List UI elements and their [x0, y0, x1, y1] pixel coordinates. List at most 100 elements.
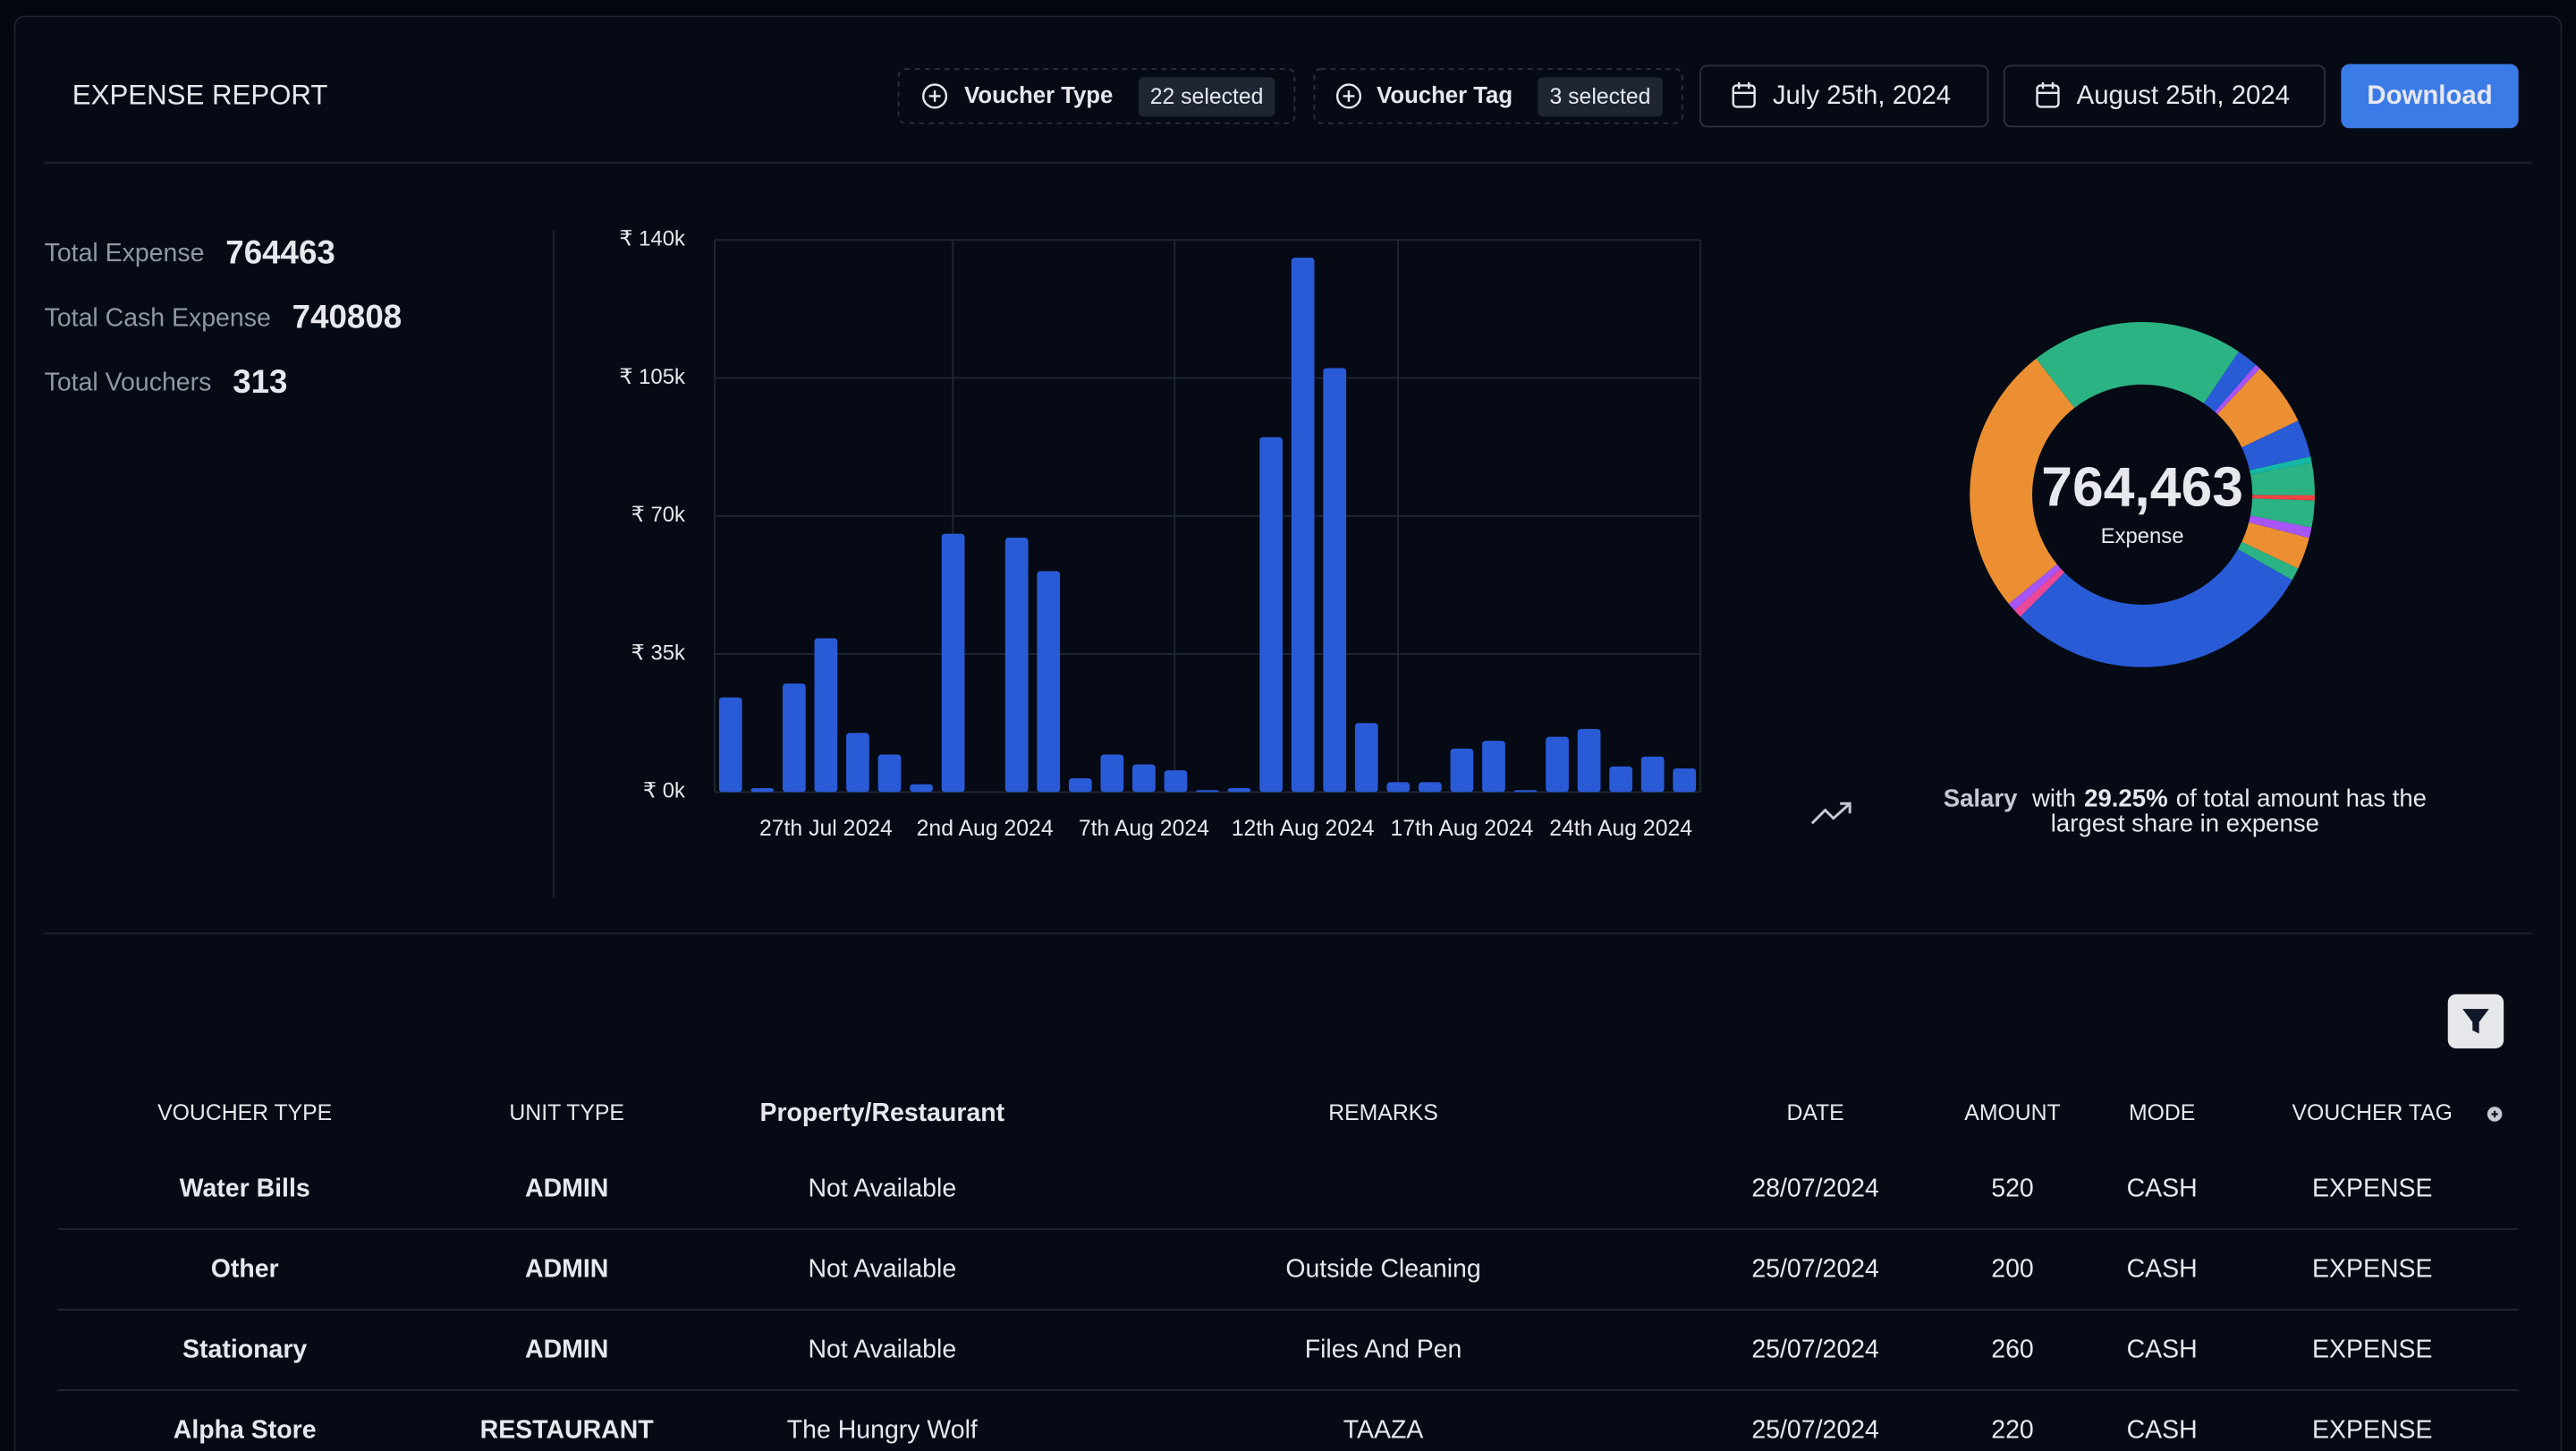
table-cell: 520: [1991, 1174, 2033, 1202]
donut-segment: [2252, 495, 2315, 501]
bar: [1513, 790, 1538, 793]
table-cell: ADMIN: [525, 1174, 608, 1202]
column-header: DATE: [1786, 1101, 1843, 1125]
plus-icon: [928, 90, 941, 102]
table-cell: Alpha Store: [174, 1415, 317, 1444]
bar-chart: ₹ 0k ₹ 35k ₹ 70k ₹ 105k ₹ 140k 27th Jul 2024 2…: [619, 227, 1701, 841]
column-header: Property/Restaurant: [759, 1099, 1004, 1127]
bar: [1418, 782, 1442, 793]
table-cell: TAAZA: [1343, 1415, 1424, 1444]
donut-segment: [2250, 462, 2315, 496]
insight-category: Salary: [1944, 785, 2018, 812]
donut-segment: [2241, 420, 2311, 471]
filter-badge: [1538, 77, 1663, 117]
filter-box[interactable]: [1313, 68, 1683, 124]
y-tick-label: ₹ 70k: [631, 503, 685, 527]
table-cell: ADMIN: [525, 1254, 608, 1283]
y-tick-label: ₹ 140k: [619, 227, 685, 251]
table-cell: Not Available: [809, 1335, 957, 1363]
bar: [1196, 790, 1219, 793]
donut-segment: [1970, 358, 2075, 604]
column-header: VOUCHER TAG: [2292, 1101, 2453, 1125]
plus-icon: [922, 83, 948, 109]
filter-badge-text: 3 selected: [1549, 85, 1650, 109]
x-tick-label: 7th Aug 2024: [1079, 817, 1209, 841]
table-cell: ADMIN: [525, 1335, 608, 1363]
start-date-picker[interactable]: July 25th, 2024: [1699, 64, 1989, 128]
calendar-icon: [1732, 84, 1756, 108]
y-tick-label: ₹ 0k: [643, 779, 685, 803]
donut-segment: [2008, 564, 2061, 611]
bar: [782, 683, 806, 793]
bar: [941, 533, 965, 793]
donut-segment: [2215, 364, 2260, 414]
download-label[interactable]: Download: [2367, 81, 2492, 110]
filter-label[interactable]: Voucher Tag: [1377, 83, 1513, 108]
donut-center-label: Expense: [2101, 524, 2184, 548]
insight-text: of total amount has the: [2176, 785, 2427, 812]
table-cell: CASH: [2127, 1254, 2198, 1283]
date-button[interactable]: [2003, 64, 2326, 128]
filter-label[interactable]: Voucher Type: [964, 83, 1113, 108]
donut-segment: [2217, 368, 2299, 448]
table-cell: 25/07/2024: [1751, 1335, 1878, 1363]
table-cell: CASH: [2127, 1415, 2198, 1444]
summary-label: Total Expense: [45, 239, 205, 267]
bar: [750, 787, 775, 793]
donut-segment: [2241, 522, 2309, 569]
table-cell: EXPENSE: [2312, 1415, 2432, 1444]
bar: [1259, 437, 1283, 793]
donut-segment: [2036, 322, 2239, 408]
end-date-picker[interactable]: August 25th, 2024: [2003, 64, 2326, 128]
plus-icon: [1343, 90, 1355, 102]
date-button[interactable]: [1699, 64, 1989, 128]
table-cell: 260: [1991, 1335, 2033, 1363]
download-button[interactable]: Download: [2341, 64, 2519, 129]
column-header: MODE: [2129, 1101, 2195, 1125]
donut-segment: [2014, 568, 2065, 617]
table-cell: RESTAURANT: [480, 1415, 655, 1444]
y-tick-label: ₹ 105k: [619, 365, 685, 389]
table-cell: 25/07/2024: [1751, 1415, 1878, 1444]
table-cell: 200: [1991, 1254, 2033, 1283]
download-bg[interactable]: [2341, 64, 2519, 129]
table-cell: 28/07/2024: [1751, 1174, 1878, 1202]
bar: [1227, 787, 1251, 793]
funnel-icon: [2462, 1008, 2489, 1034]
column-header: AMOUNT: [1964, 1101, 2060, 1125]
bar: [1640, 756, 1665, 793]
summary-value: 313: [233, 363, 287, 400]
bar: [877, 754, 902, 793]
table-cell: The Hungry Wolf: [787, 1415, 978, 1444]
donut-segment: [2020, 548, 2292, 667]
summary-value: 740808: [292, 299, 402, 335]
end-date[interactable]: August 25th, 2024: [2077, 81, 2290, 110]
panel: [13, 15, 2563, 1451]
bar: [1037, 571, 1061, 793]
bar: [1386, 782, 1411, 793]
voucher-type-filter[interactable]: Voucher Type 22 selected: [897, 68, 1296, 124]
bar: [1100, 754, 1124, 793]
plus-icon: [1335, 83, 1362, 109]
trend-icon: [1810, 802, 1852, 825]
add-column[interactable]: [2487, 1107, 2503, 1122]
bar: [1323, 368, 1347, 793]
report-title: EXPENSE REPORT: [72, 80, 328, 111]
donut-segment: [2249, 515, 2312, 539]
voucher-tag-filter[interactable]: Voucher Tag 3 selected: [1313, 68, 1683, 124]
filter-toggle[interactable]: [2447, 994, 2504, 1048]
bar: [718, 697, 742, 793]
filter-box[interactable]: [897, 68, 1296, 124]
table-cell: EXPENSE: [2312, 1335, 2432, 1363]
x-tick-label: 2nd Aug 2024: [917, 817, 1054, 841]
insight-line: Salary with 29.25% of total amount has the: [1944, 785, 2427, 812]
bar: [1673, 768, 1697, 793]
table-cell: Not Available: [809, 1174, 957, 1202]
table-cell: Stationary: [182, 1335, 307, 1363]
calendar-icon: [2036, 84, 2060, 108]
column-header: VOUCHER TYPE: [157, 1101, 332, 1125]
insight-share: 29.25%: [2084, 785, 2167, 812]
bar: [1004, 538, 1029, 793]
start-date[interactable]: July 25th, 2024: [1773, 81, 1951, 110]
